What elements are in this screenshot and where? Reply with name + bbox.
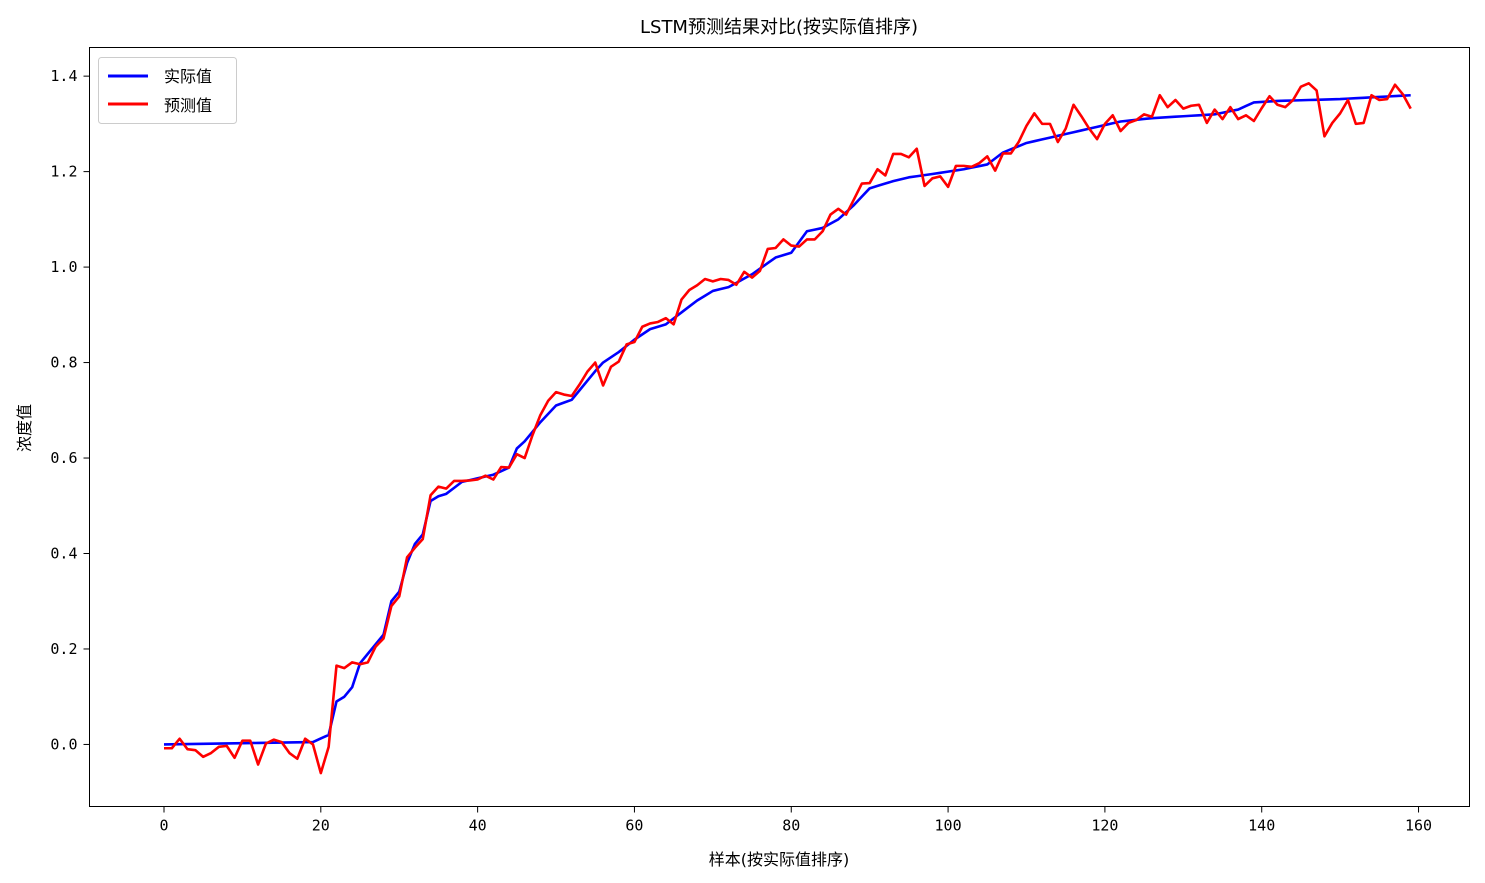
series-layer bbox=[163, 82, 1412, 775]
chart-title: LSTM预测结果对比(按实际值排序) bbox=[640, 17, 918, 38]
y-axis-label: 浓度值 bbox=[15, 404, 34, 452]
legend-box bbox=[98, 57, 237, 124]
legend-label-actual: 实际值 bbox=[164, 67, 212, 86]
y-tick-label: 0.4 bbox=[50, 545, 77, 563]
y-tick-label: 1.4 bbox=[50, 67, 77, 85]
x-tick-label: 60 bbox=[625, 817, 643, 835]
x-tick-label: 40 bbox=[469, 817, 487, 835]
x-axis: 0 20 40 60 80 100 120 140 160 bbox=[159, 806, 1432, 835]
x-tick-label: 100 bbox=[935, 817, 962, 835]
plot-area bbox=[89, 47, 1470, 807]
legend: 实际值 预测值 bbox=[98, 57, 237, 124]
x-tick-label: 160 bbox=[1405, 817, 1432, 835]
x-tick-label: 80 bbox=[782, 817, 800, 835]
x-tick-label: 0 bbox=[159, 817, 168, 835]
y-tick-label: 1.0 bbox=[50, 258, 77, 276]
y-axis: 0.0 0.2 0.4 0.6 0.8 1.0 1.2 1.4 bbox=[50, 67, 90, 753]
y-tick-label: 0.8 bbox=[50, 354, 77, 372]
series-line-predicted bbox=[163, 82, 1412, 775]
legend-label-predicted: 预测值 bbox=[164, 96, 212, 115]
y-tick-label: 0.2 bbox=[50, 640, 77, 658]
x-tick-label: 140 bbox=[1248, 817, 1275, 835]
y-tick-label: 0.0 bbox=[50, 735, 77, 753]
x-tick-label: 20 bbox=[312, 817, 330, 835]
x-axis-label: 样本(按实际值排序) bbox=[709, 850, 850, 869]
x-tick-label: 120 bbox=[1091, 817, 1118, 835]
y-tick-label: 0.6 bbox=[50, 449, 77, 467]
y-tick-label: 1.2 bbox=[50, 163, 77, 181]
